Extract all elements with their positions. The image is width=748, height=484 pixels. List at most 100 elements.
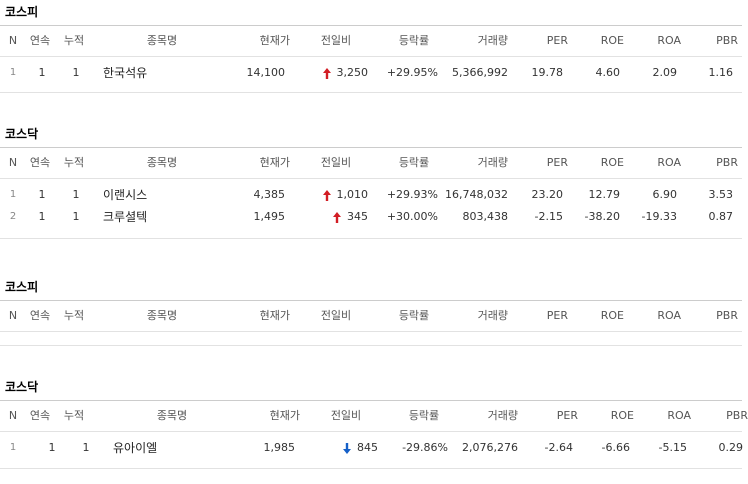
header-col-cumulative: 누적 bbox=[63, 309, 85, 322]
cell-roe: -6.66 bbox=[601, 441, 630, 454]
header-col-streak: 연속 bbox=[29, 156, 51, 169]
cell-volume: 5,366,992 bbox=[452, 66, 508, 79]
header-col-change: 전일비 bbox=[320, 309, 352, 322]
header-col-roa: ROA bbox=[667, 409, 691, 422]
cell-change: 1,010 bbox=[300, 184, 368, 206]
header-col-pbr: PBR bbox=[716, 309, 738, 322]
cell-per: -2.15 bbox=[534, 210, 563, 223]
table-header: N 연속 누적 종목명 현재가 전일비 등락률 거래량 PER ROE ROA PBR bbox=[0, 400, 748, 432]
header-col-rate: 등락률 bbox=[398, 34, 430, 47]
section-title: 코스닥 bbox=[5, 380, 39, 394]
header-col-per: PER bbox=[546, 309, 568, 322]
header-col-per: PER bbox=[556, 409, 578, 422]
change-value: 845 bbox=[357, 441, 378, 454]
market-section: 코스피 N 연속 누적 종목명 현재가 전일비 등락률 거래량 PER ROE ROA PBR bbox=[0, 280, 742, 348]
cell-roe: 4.60 bbox=[595, 66, 621, 79]
cell-n: 1 bbox=[9, 189, 17, 200]
cell-rate: +30.00% bbox=[386, 210, 438, 223]
header-col-rate: 등락률 bbox=[398, 309, 430, 322]
header-col-cumulative: 누적 bbox=[63, 34, 85, 47]
header-col-n: N bbox=[8, 409, 18, 422]
header-col-streak: 연속 bbox=[29, 34, 51, 47]
market-section: 코스피 N 연속 누적 종목명 현재가 전일비 등락률 거래량 PER ROE ROA PBR 1 1 1 한국… bbox=[0, 5, 742, 93]
header-col-volume: 거래량 bbox=[477, 309, 508, 322]
table-row[interactable]: 1 1 1 유아이엘 1,985 845 -29.86% 2,076,276 -2.64 -6.6… bbox=[0, 437, 744, 459]
cell-pbr: 3.53 bbox=[708, 188, 734, 201]
cell-per: 23.20 bbox=[531, 188, 564, 201]
header-col-roa: ROA bbox=[657, 309, 681, 322]
header-col-cumulative: 누적 bbox=[63, 409, 85, 422]
cell-streak: 1 bbox=[38, 66, 46, 79]
cell-streak: 1 bbox=[38, 188, 46, 201]
cell-roa: -5.15 bbox=[658, 441, 687, 454]
cell-price: 4,385 bbox=[253, 188, 286, 201]
section-title: 코스피 bbox=[5, 5, 39, 19]
header-col-per: PER bbox=[546, 156, 568, 169]
arrow-up-icon bbox=[333, 211, 341, 223]
cell-pbr: 0.87 bbox=[708, 210, 734, 223]
cell-name[interactable]: 크루셜텍 bbox=[103, 210, 148, 224]
cell-name[interactable]: 한국석유 bbox=[103, 66, 148, 80]
table-bottom-border bbox=[0, 468, 742, 469]
arrow-up-icon bbox=[322, 189, 331, 201]
header-col-pbr: PBR bbox=[716, 156, 738, 169]
header-col-volume: 거래량 bbox=[477, 156, 508, 169]
header-col-roa: ROA bbox=[657, 156, 681, 169]
header-col-change: 전일비 bbox=[330, 409, 362, 422]
header-col-roe: ROE bbox=[600, 34, 624, 47]
cell-price: 1,985 bbox=[263, 441, 296, 454]
market-section: 코스닥 N 연속 누적 종목명 현재가 전일비 등락률 거래량 PER ROE ROA PBR 1 1 1 유아… bbox=[0, 380, 748, 470]
cell-name[interactable]: 유아이엘 bbox=[113, 441, 158, 455]
cell-roe: -38.20 bbox=[584, 210, 620, 223]
cell-cumulative: 1 bbox=[72, 66, 80, 79]
cell-pbr: 0.29 bbox=[718, 441, 744, 454]
header-col-streak: 연속 bbox=[29, 309, 51, 322]
section-title: 코스닥 bbox=[5, 127, 39, 141]
table-header: N 연속 누적 종목명 현재가 전일비 등락률 거래량 PER ROE ROA PBR bbox=[0, 147, 742, 179]
header-col-price: 현재가 bbox=[259, 309, 290, 322]
cell-n: 1 bbox=[9, 67, 17, 78]
header-col-roe: ROE bbox=[600, 156, 624, 169]
cell-cumulative: 1 bbox=[82, 441, 90, 454]
header-col-roa: ROA bbox=[657, 34, 681, 47]
cell-per: 19.78 bbox=[531, 66, 564, 79]
header-col-change: 전일비 bbox=[320, 156, 352, 169]
cell-roe: 12.79 bbox=[588, 188, 621, 201]
cell-rate: -29.86% bbox=[402, 441, 448, 454]
header-col-rate: 등락률 bbox=[408, 409, 440, 422]
header-col-name: 종목명 bbox=[146, 156, 178, 169]
cell-per: -2.64 bbox=[544, 441, 573, 454]
header-col-name: 종목명 bbox=[146, 34, 178, 47]
table-bottom-border bbox=[0, 345, 742, 346]
table-row[interactable]: 1 1 1 한국석유 14,100 3,250 +29.95% 5,366,992 19.78 4… bbox=[0, 62, 742, 84]
header-col-pbr: PBR bbox=[726, 409, 748, 422]
header-col-name: 종목명 bbox=[146, 309, 178, 322]
header-col-cumulative: 누적 bbox=[63, 156, 85, 169]
change-value: 3,250 bbox=[336, 66, 369, 79]
header-col-price: 현재가 bbox=[259, 156, 290, 169]
cell-change: 345 bbox=[300, 206, 368, 228]
cell-volume: 16,748,032 bbox=[445, 188, 508, 201]
table-header: N 연속 누적 종목명 현재가 전일비 등락률 거래량 PER ROE ROA PBR bbox=[0, 300, 742, 332]
header-col-change: 전일비 bbox=[320, 34, 352, 47]
cell-n: 2 bbox=[9, 211, 17, 222]
change-value: 1,010 bbox=[336, 188, 369, 201]
header-col-price: 현재가 bbox=[259, 34, 290, 47]
section-title: 코스피 bbox=[5, 280, 39, 294]
header-col-n: N bbox=[8, 34, 18, 47]
cell-pbr: 1.16 bbox=[708, 66, 734, 79]
cell-change: 3,250 bbox=[300, 62, 368, 84]
table-row[interactable]: 1 1 1 이랜시스 4,385 1,010 +29.93% 16,748,032 23.20 1… bbox=[0, 184, 742, 206]
header-col-rate: 등락률 bbox=[398, 156, 430, 169]
header-col-name: 종목명 bbox=[156, 409, 188, 422]
header-col-streak: 연속 bbox=[29, 409, 51, 422]
market-section: 코스닥 N 연속 누적 종목명 현재가 전일비 등락률 거래량 PER ROE ROA PBR 1 1 1 이랜… bbox=[0, 127, 742, 239]
table-row[interactable]: 2 1 1 크루셜텍 1,495 345 +30.00% 803,438 -2.15 -38.20… bbox=[0, 206, 742, 228]
cell-n: 1 bbox=[9, 442, 17, 453]
cell-roa: 2.09 bbox=[652, 66, 678, 79]
cell-streak: 1 bbox=[48, 441, 56, 454]
cell-rate: +29.93% bbox=[386, 188, 438, 201]
cell-name[interactable]: 이랜시스 bbox=[103, 188, 148, 202]
header-col-volume: 거래량 bbox=[487, 409, 518, 422]
cell-roa: 6.90 bbox=[652, 188, 678, 201]
